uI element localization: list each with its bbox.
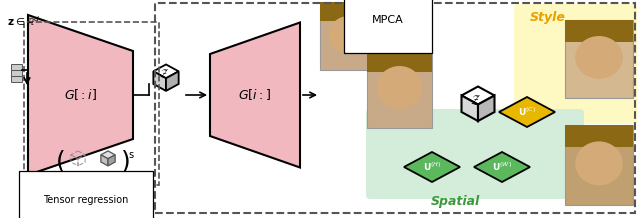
Text: Style: Style: [530, 12, 566, 24]
Text: $\mathbf{U}^{(W)}$: $\mathbf{U}^{(W)}$: [492, 161, 512, 173]
Text: MPCA: MPCA: [372, 15, 404, 25]
Ellipse shape: [575, 141, 623, 185]
Polygon shape: [101, 155, 108, 166]
Polygon shape: [108, 155, 115, 166]
FancyBboxPatch shape: [565, 125, 633, 147]
FancyBboxPatch shape: [367, 50, 432, 72]
Polygon shape: [210, 22, 300, 167]
Polygon shape: [404, 152, 460, 182]
FancyBboxPatch shape: [565, 125, 633, 205]
Ellipse shape: [329, 16, 369, 53]
Text: $\mathcal{Z}$: $\mathcal{Z}$: [470, 93, 481, 107]
FancyBboxPatch shape: [565, 20, 633, 98]
Text: $\mathbf{U}^{(H)}$: $\mathbf{U}^{(H)}$: [422, 161, 442, 173]
Polygon shape: [461, 87, 495, 104]
FancyBboxPatch shape: [12, 77, 22, 82]
Text: Tensor regression: Tensor regression: [44, 195, 129, 205]
FancyBboxPatch shape: [12, 70, 22, 77]
FancyBboxPatch shape: [12, 65, 22, 70]
Text: (: (: [56, 149, 66, 173]
Text: $G[: i]$: $G[: i]$: [63, 88, 97, 102]
Text: $\mathcal{Z}$: $\mathcal{Z}$: [72, 173, 81, 185]
Text: s: s: [128, 150, 133, 160]
Text: $\mathcal{Z}$: $\mathcal{Z}$: [159, 68, 169, 80]
Polygon shape: [154, 71, 166, 91]
Polygon shape: [461, 95, 478, 121]
Polygon shape: [478, 95, 495, 121]
FancyBboxPatch shape: [514, 4, 637, 124]
FancyBboxPatch shape: [320, 2, 378, 21]
Text: Spatial: Spatial: [430, 196, 479, 208]
Polygon shape: [166, 71, 179, 91]
Polygon shape: [154, 65, 179, 78]
FancyBboxPatch shape: [367, 50, 432, 128]
Text: $G[i :]$: $G[i :]$: [237, 88, 271, 102]
Polygon shape: [101, 151, 115, 159]
Ellipse shape: [377, 66, 422, 109]
Text: $\mathbf{z} \in \mathbb{R}^d$: $\mathbf{z} \in \mathbb{R}^d$: [7, 14, 40, 28]
Polygon shape: [474, 152, 530, 182]
Text: $\mathbf{U}^{(C)}$: $\mathbf{U}^{(C)}$: [518, 106, 536, 118]
Text: $\mathcal{W}$: $\mathcal{W}$: [100, 174, 112, 184]
Ellipse shape: [575, 36, 623, 79]
Polygon shape: [499, 97, 555, 127]
Text: ): ): [121, 149, 131, 173]
FancyBboxPatch shape: [366, 109, 584, 199]
FancyBboxPatch shape: [320, 2, 378, 70]
FancyBboxPatch shape: [565, 20, 633, 42]
Polygon shape: [28, 15, 133, 175]
